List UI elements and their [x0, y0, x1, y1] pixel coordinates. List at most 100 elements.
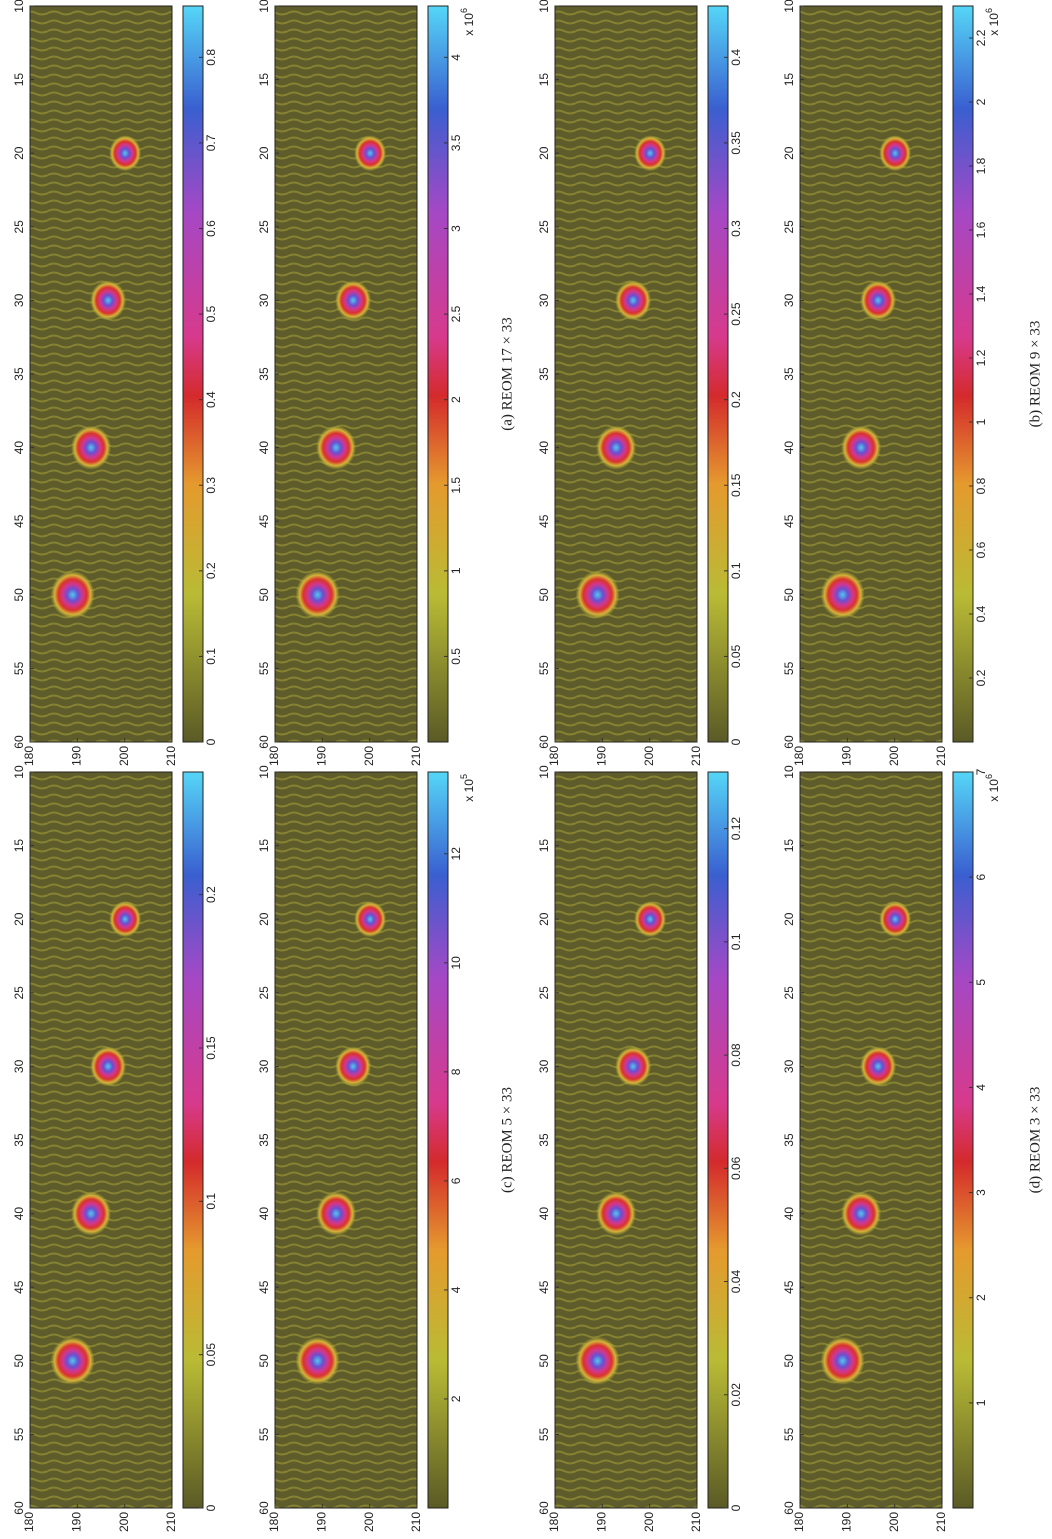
y-tick-label: 10	[257, 765, 271, 779]
exponent-base: x 10	[462, 13, 476, 36]
colorbar-tick-label: 0.12	[729, 817, 743, 841]
x-tick-label: 200	[887, 746, 901, 766]
colorbar-tick-label: 0.1	[204, 1193, 218, 1210]
x-tick-label: 210	[409, 746, 423, 766]
y-tick-label: 40	[782, 1207, 796, 1221]
heatmap-spot	[841, 425, 882, 470]
x-tick-label: 190	[840, 1512, 854, 1532]
y-tick-label: 45	[782, 514, 796, 528]
colorbar-tick-label: 1	[974, 1399, 988, 1406]
y-tick-label: 50	[537, 588, 551, 602]
colorbar-tick-label: 1.5	[449, 477, 463, 494]
colorbar-tick-label: 0.06	[729, 1156, 743, 1180]
y-tick-label: 25	[257, 986, 271, 1000]
heatmap-spot	[71, 425, 112, 470]
exponent-base: x 10	[987, 13, 1001, 36]
x-tick-label: 180	[267, 746, 281, 766]
colorbar-tick-label: 0.05	[729, 644, 743, 668]
y-tick-label: 55	[537, 661, 551, 675]
y-tick-label: 35	[537, 367, 551, 381]
colorbar-tick-label: 1	[449, 567, 463, 574]
heatmap	[274, 771, 418, 1509]
y-tick-label: 45	[537, 514, 551, 528]
y-tick-label: 55	[257, 1427, 271, 1441]
colorbar-tick-label: 0.2	[974, 669, 988, 686]
y-tick-label: 10	[537, 0, 551, 13]
colorbar-tick-label: 4	[449, 54, 463, 61]
colorbar-tick-label: 0.02	[729, 1383, 743, 1407]
heatmap-spot	[615, 280, 652, 321]
y-tick-label: 30	[782, 293, 796, 307]
exponent-power: 6	[459, 8, 469, 13]
heatmap-spot	[335, 280, 372, 321]
y-tick-label: 35	[782, 367, 796, 381]
colorbar-tick-label: 0.35	[729, 131, 743, 155]
colorbar-tick-label: 0.6	[974, 541, 988, 558]
colorbar-tick-label: 8	[449, 1068, 463, 1075]
colorbar-tick-label: 0.04	[729, 1270, 743, 1294]
x-tick-label: 190	[840, 746, 854, 766]
y-tick-label: 40	[257, 441, 271, 455]
y-tick-label: 55	[257, 661, 271, 675]
colorbar-tick-label: 1.4	[974, 285, 988, 302]
y-tick-label: 35	[12, 367, 26, 381]
colorbar	[427, 5, 449, 743]
heatmap-spot	[820, 1336, 865, 1385]
caption: (d) REOM 3 × 33	[1027, 1087, 1043, 1194]
y-tick-label: 30	[537, 1059, 551, 1073]
heatmap-spot	[354, 901, 387, 938]
y-tick-label: 60	[782, 735, 796, 749]
y-tick-label: 45	[782, 1280, 796, 1294]
heatmap-spot	[634, 135, 667, 172]
heatmap-spot	[109, 135, 142, 172]
colorbar-exponent: x 106	[984, 8, 1001, 36]
colorbar-exponent: x 106	[459, 8, 476, 36]
y-tick-label: 30	[782, 1059, 796, 1073]
colorbar-tick-label: 0.4	[729, 49, 743, 66]
colorbar	[427, 771, 449, 1509]
exponent-power: 5	[459, 774, 469, 779]
x-tick-label: 200	[887, 1512, 901, 1532]
colorbar-tick-label: 1.8	[974, 157, 988, 174]
colorbar-tick-label: 0.6	[204, 220, 218, 237]
y-tick-label: 60	[537, 1501, 551, 1515]
heatmap-spot	[109, 901, 142, 938]
y-tick-label: 25	[782, 986, 796, 1000]
colorbar	[707, 5, 729, 743]
x-tick-label: 200	[642, 1512, 656, 1532]
y-tick-label: 10	[537, 765, 551, 779]
heatmap-spot	[860, 280, 897, 321]
y-tick-label: 45	[257, 514, 271, 528]
y-tick-label: 45	[12, 1280, 26, 1294]
colorbar-tick-label: 0.08	[729, 1043, 743, 1067]
colorbar	[182, 5, 204, 743]
colorbar-tick-label: 2	[449, 1395, 463, 1402]
heatmap-spot	[820, 570, 865, 619]
y-tick-label: 20	[537, 146, 551, 160]
heatmap-spot	[335, 1046, 372, 1087]
y-tick-label: 50	[12, 1354, 26, 1368]
y-tick-label: 10	[257, 0, 271, 13]
colorbar-exponent: x 105	[459, 774, 476, 802]
y-tick-label: 50	[12, 588, 26, 602]
heatmap	[554, 771, 698, 1509]
colorbar-tick-label: 0	[204, 1504, 218, 1511]
y-tick-label: 35	[12, 1133, 26, 1147]
heatmap-spot	[90, 280, 127, 321]
y-tick-label: 50	[537, 1354, 551, 1368]
colorbar-tick-label: 2	[974, 1294, 988, 1301]
y-tick-label: 60	[537, 735, 551, 749]
y-tick-label: 55	[12, 1427, 26, 1441]
x-tick-label: 210	[934, 746, 948, 766]
colorbar-tick-label: 0.7	[204, 134, 218, 151]
x-tick-label: 180	[792, 746, 806, 766]
colorbar-tick-label: 0.1	[729, 933, 743, 950]
y-tick-label: 35	[537, 1133, 551, 1147]
y-tick-label: 15	[782, 839, 796, 853]
y-tick-label: 15	[782, 73, 796, 87]
colorbar-tick-label: 4	[449, 1286, 463, 1293]
y-tick-label: 20	[537, 912, 551, 926]
x-tick-label: 190	[70, 1512, 84, 1532]
